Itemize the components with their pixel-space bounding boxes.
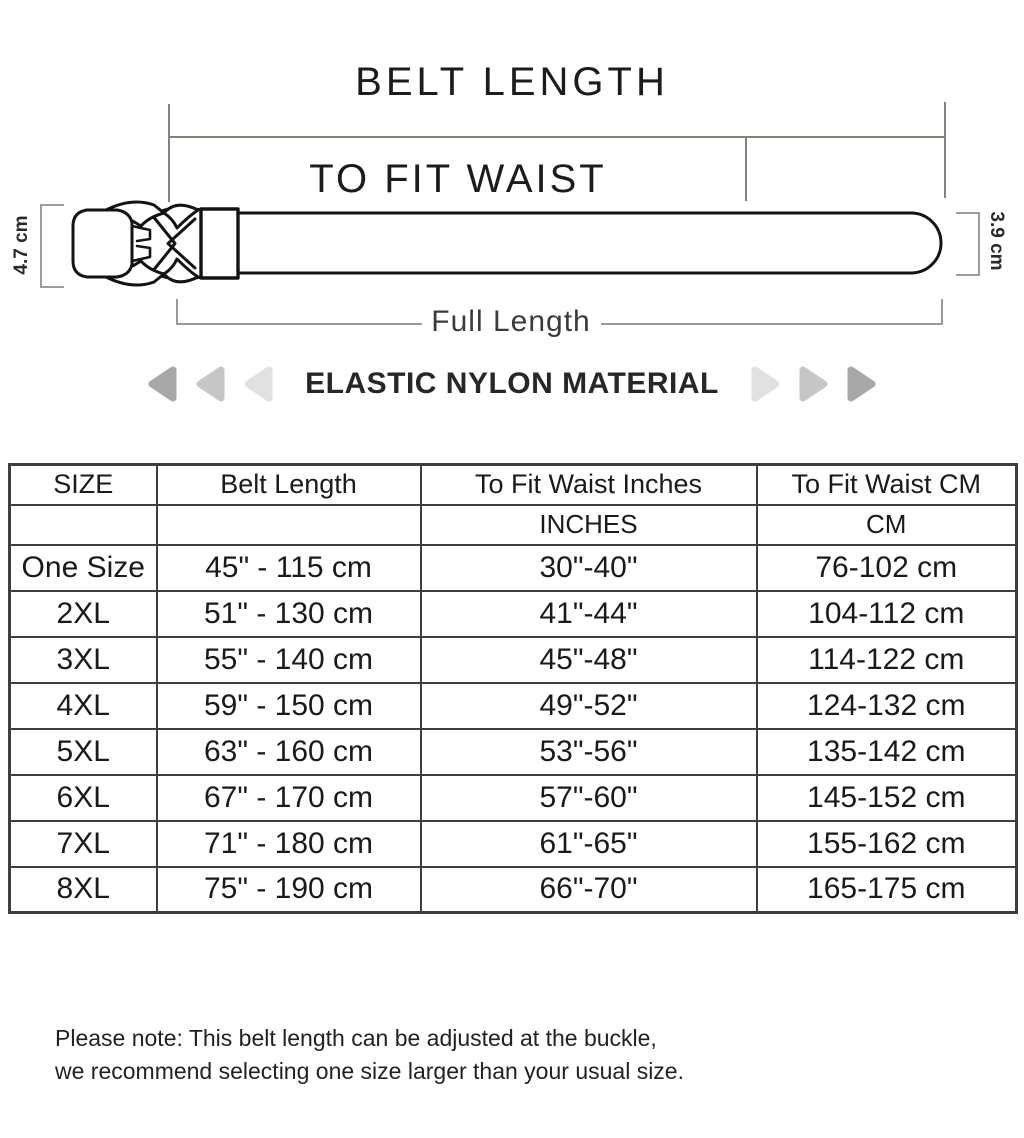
strap-height-bracket: [956, 212, 980, 276]
size-table: SIZE Belt Length To Fit Waist Inches To …: [8, 463, 1018, 914]
size-cell: One Size: [8, 543, 158, 592]
waist-inches-cell: 66"-70": [419, 865, 758, 914]
belt-length-cell: 51" - 130 cm: [155, 589, 422, 638]
belt-length-cell: 45" - 115 cm: [155, 543, 422, 592]
belt-length-tick-right: [944, 102, 946, 198]
waist-inches-cell: 57"-60": [419, 773, 758, 822]
waist-inches-cell: 61"-65": [419, 819, 758, 868]
full-length-line-left: [176, 323, 422, 325]
subheader-cell: [8, 503, 158, 546]
belt-length-title: BELT LENGTH: [355, 60, 669, 104]
belt-length-cell: 55" - 140 cm: [155, 635, 422, 684]
size-note: Please note: This belt length can be adj…: [55, 1022, 684, 1088]
table-row: 4XL 59" - 150 cm 49"-52" 124-132 cm: [8, 681, 1018, 730]
belt-length-dimension-line: [168, 136, 946, 138]
belt-length-cell: 71" - 180 cm: [155, 819, 422, 868]
waist-cm-cell: 165-175 cm: [755, 865, 1018, 914]
size-table-header-row: SIZE Belt Length To Fit Waist Inches To …: [8, 463, 1018, 506]
waist-inches-cell: 45"-48": [419, 635, 758, 684]
waist-cm-cell: 124-132 cm: [755, 681, 1018, 730]
waist-cm-cell: 155-162 cm: [755, 819, 1018, 868]
buckle-wing-top-right: [162, 203, 200, 230]
full-length-line-right: [601, 323, 943, 325]
waist-cm-cell: 76-102 cm: [755, 543, 1018, 592]
note-line-1: Please note: This belt length can be adj…: [55, 1025, 657, 1051]
size-cell: 4XL: [8, 681, 158, 730]
triangle-left-icon: [244, 366, 273, 402]
table-row: 3XL 55" - 140 cm 45"-48" 114-122 cm: [8, 635, 1018, 684]
size-cell: 6XL: [8, 773, 158, 822]
column-header-waist-inches: To Fit Waist Inches: [419, 463, 758, 506]
full-length-label: Full Length: [431, 305, 591, 338]
size-cell: 5XL: [8, 727, 158, 776]
triangle-right-icon: [751, 366, 780, 402]
column-header-belt-length: Belt Length: [155, 463, 422, 506]
waist-inches-cell: 53"-56": [419, 727, 758, 776]
triangle-left-icon: [148, 366, 177, 402]
full-length-tick-left: [176, 299, 178, 325]
size-cell: 8XL: [8, 865, 158, 914]
triangle-right-icon: [799, 366, 828, 402]
size-cell: 2XL: [8, 589, 158, 638]
buckle-height-bracket: [40, 204, 64, 288]
waist-inches-cell: 30"-40": [419, 543, 758, 592]
material-banner-label: ELASTIC NYLON MATERIAL: [305, 367, 719, 400]
belt-length-cell: 75" - 190 cm: [155, 865, 422, 914]
belt-length-cell: 67" - 170 cm: [155, 773, 422, 822]
belt-keeper: [199, 207, 240, 280]
table-row: 6XL 67" - 170 cm 57"-60" 145-152 cm: [8, 773, 1018, 822]
strap-height-label: 3.9 cm: [986, 211, 1007, 271]
to-fit-waist-tick-mid: [745, 137, 747, 201]
full-length-tick-right: [941, 299, 943, 325]
triangle-left-icon: [196, 366, 225, 402]
subheader-cell: [155, 503, 422, 546]
column-header-waist-cm: To Fit Waist CM: [755, 463, 1018, 506]
size-cell: 3XL: [8, 635, 158, 684]
table-row: One Size 45" - 115 cm 30"-40" 76-102 cm: [8, 543, 1018, 592]
table-row: 5XL 63" - 160 cm 53"-56" 135-142 cm: [8, 727, 1018, 776]
size-cell: 7XL: [8, 819, 158, 868]
subheader-cell-cm: CM: [755, 503, 1018, 546]
waist-inches-cell: 41"-44": [419, 589, 758, 638]
table-row: 2XL 51" - 130 cm 41"-44" 104-112 cm: [8, 589, 1018, 638]
waist-cm-cell: 135-142 cm: [755, 727, 1018, 776]
buckle-body: [71, 208, 134, 279]
waist-inches-cell: 49"-52": [419, 681, 758, 730]
buckle-height-label: 4.7 cm: [11, 215, 32, 275]
column-header-size: SIZE: [8, 463, 158, 506]
table-row: 7XL 71" - 180 cm 61"-65" 155-162 cm: [8, 819, 1018, 868]
buckle-wing-bottom-right: [162, 257, 200, 284]
triangle-right-icon: [847, 366, 876, 402]
belt-length-cell: 59" - 150 cm: [155, 681, 422, 730]
subheader-cell-inches: INCHES: [419, 503, 758, 546]
waist-cm-cell: 145-152 cm: [755, 773, 1018, 822]
waist-cm-cell: 104-112 cm: [755, 589, 1018, 638]
belt-length-tick-left: [168, 104, 170, 202]
belt-strap: [231, 211, 943, 275]
belt-length-cell: 63" - 160 cm: [155, 727, 422, 776]
material-banner: ELASTIC NYLON MATERIAL: [0, 356, 1024, 412]
waist-cm-cell: 114-122 cm: [755, 635, 1018, 684]
belt-illustration: [71, 200, 943, 287]
to-fit-waist-label: TO FIT WAIST: [309, 157, 607, 201]
table-row: 8XL 75" - 190 cm 66"-70" 165-175 cm: [8, 865, 1018, 914]
size-table-subheader-row: INCHES CM: [8, 503, 1018, 546]
note-line-2: we recommend selecting one size larger t…: [55, 1058, 684, 1084]
